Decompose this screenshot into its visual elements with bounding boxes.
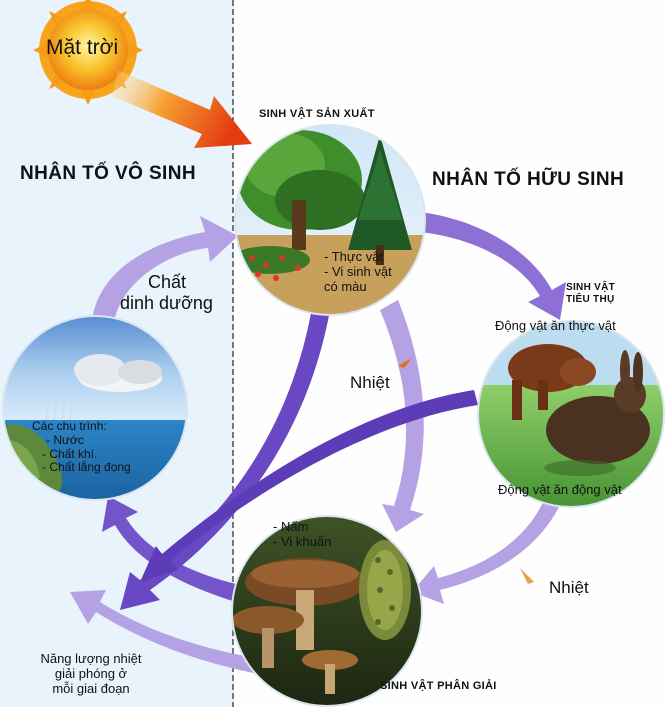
nutrients-line: Chất — [148, 272, 187, 292]
carnivore-label: Động vật ăn động vật — [498, 482, 622, 497]
sun-label: Mặt trời — [46, 36, 119, 59]
heat-arrow-icon — [520, 568, 534, 584]
biotic-title: NHÂN TỐ HỮU SINH — [432, 169, 625, 190]
decomposer-illustration — [232, 516, 422, 706]
energy-note-line: mỗi giai đoạn — [52, 680, 130, 696]
heat-label-1: Nhiệt — [350, 373, 390, 392]
cycles-item: - Nước — [46, 432, 84, 447]
consumer-title-line: SINH VẬT — [566, 282, 616, 293]
energy-note-line: Năng lượng nhiệt — [40, 651, 142, 666]
heat-label-2: Nhiệt — [549, 578, 589, 597]
producer-item: - Vi sinh vật — [324, 263, 392, 279]
cycles-heading: Các chu trình: — [32, 419, 107, 433]
energy-note: Năng lượng nhiệt giải phóng ở mỗi giai đ… — [16, 651, 166, 697]
nutrient-flow-arrows — [70, 212, 566, 676]
decomposer-items: - Nấm - Vi khuẩn — [273, 519, 332, 550]
consumer-illustration — [478, 321, 664, 507]
solar-energy-arrow — [112, 70, 252, 148]
decomposer-item: - Nấm — [273, 519, 309, 534]
nutrients-label: Chất dinh dưỡng — [120, 272, 213, 313]
heat-arrow-icon — [398, 358, 412, 368]
energy-note-line: giải phóng ở — [54, 665, 128, 681]
consumer-title-line: TIÊU THỤ — [566, 293, 615, 305]
cycles-label: Các chu trình: - Nước - Chất khí. - Chất… — [32, 419, 131, 475]
cycles-item: - Chất khí. — [42, 446, 98, 461]
decomposer-title: SINH VẬT PHÂN GIẢI — [380, 680, 497, 692]
producer-item: - Thực vật — [324, 249, 384, 264]
herbivore-label: Động vật ăn thực vật — [495, 318, 616, 333]
consumer-title: SINH VẬT TIÊU THỤ — [566, 282, 615, 305]
decomposer-item: - Vi khuẩn — [273, 533, 332, 549]
nutrients-line: dinh dưỡng — [120, 292, 213, 313]
abiotic-title: NHÂN TỐ VÔ SINH — [20, 163, 196, 184]
producer-title: SINH VẬT SẢN XUẤT — [259, 108, 375, 120]
sun-icon — [33, 0, 143, 105]
producer-items: - Thực vật - Vi sinh vật có màu — [324, 249, 392, 295]
cycles-item: - Chất lắng đọng — [42, 460, 131, 475]
producer-illustration — [235, 125, 425, 315]
producer-item: có màu — [324, 278, 367, 294]
